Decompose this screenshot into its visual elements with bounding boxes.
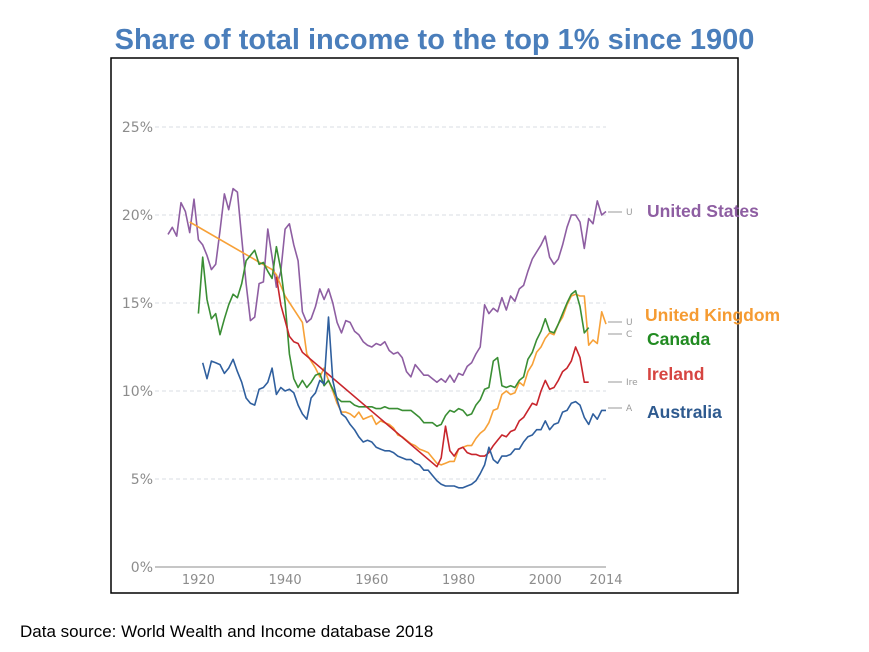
- end-label-short: U: [626, 208, 633, 218]
- end-label-short: Ire: [626, 378, 638, 388]
- end-label-short: U: [626, 318, 633, 328]
- x-tick-label: 1940: [269, 573, 302, 588]
- legend-label-australia: Australia: [647, 402, 722, 422]
- y-tick-label: 5%: [131, 472, 153, 488]
- x-tick-label: 2014: [589, 573, 622, 588]
- end-label-short: C: [626, 330, 632, 340]
- series-line-canada: [197, 245, 590, 427]
- legend-label-united-states: United States: [647, 201, 759, 221]
- chart-title: Share of total income to the top 1% sinc…: [114, 24, 755, 56]
- end-label-short: A: [626, 404, 633, 414]
- legend-label-united-kingdom: United Kingdom: [645, 305, 780, 325]
- x-tick-label: 1960: [355, 573, 388, 588]
- y-tick-label: 25%: [122, 120, 153, 136]
- y-tick-label: 15%: [122, 296, 153, 312]
- y-tick-label: 20%: [122, 208, 153, 224]
- legend-label-canada: Canada: [647, 329, 710, 349]
- x-tick-label: 1920: [182, 573, 215, 588]
- y-tick-label: 10%: [122, 384, 153, 400]
- legend-label-ireland: Ireland: [647, 364, 704, 384]
- series-line-australia: [201, 316, 606, 489]
- x-tick-label: 2000: [529, 573, 562, 588]
- chart-frame: [110, 57, 739, 594]
- axes: 0% 5% 10% 15% 20% 25% 1920 1940 1960 1980 2000 2014: [122, 120, 623, 588]
- series-line-ireland: [275, 276, 589, 468]
- series-line-united-states: [167, 187, 607, 383]
- source-note: Data source: World Wealth and Income dat…: [20, 622, 434, 641]
- x-tick-label: 1980: [442, 573, 475, 588]
- series-lines: [167, 187, 607, 489]
- y-tick-label: 0%: [131, 560, 153, 576]
